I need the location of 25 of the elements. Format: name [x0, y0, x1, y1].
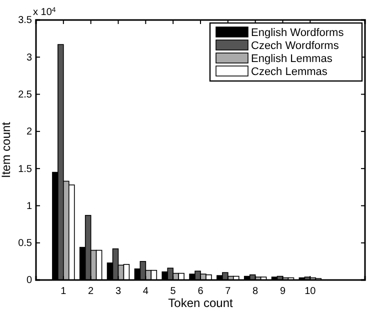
x-tick-label: 10: [304, 286, 316, 298]
y-axis-title: Item count: [0, 121, 13, 178]
y-tick-label: 3.5: [18, 15, 32, 26]
y-tick-label: 1.5: [18, 164, 32, 175]
y-tick-label: 2.5: [18, 89, 32, 100]
x-tick-label: 8: [252, 286, 259, 298]
x-tick-label: 4: [142, 286, 149, 298]
y-tick-label: 1: [26, 200, 32, 212]
x-tick-label: 1: [60, 286, 67, 298]
y-tick-label: 2: [26, 126, 32, 138]
y-tick-label: 0.5: [18, 238, 32, 250]
x-axis-title: Token count: [168, 296, 234, 310]
x-tick-label: 6: [198, 286, 204, 298]
x-tick-label: 7: [225, 286, 232, 298]
x-tick-label: 9: [280, 286, 286, 298]
legend-label: English Wordforms: [251, 27, 344, 39]
legend-label: English Lemmas: [251, 53, 333, 65]
x-tick-label: 5: [170, 286, 176, 298]
legend-label: Czech Wordforms: [251, 40, 340, 52]
x-tick-label: 3: [115, 286, 122, 298]
legend-label: Czech Lemmas: [251, 66, 328, 78]
y-tick-label: 0: [26, 275, 32, 286]
y-tick-label: 3: [26, 52, 32, 64]
x-tick-label: 2: [88, 286, 94, 298]
text: x 10$^{4}$: [33, 6, 56, 18]
